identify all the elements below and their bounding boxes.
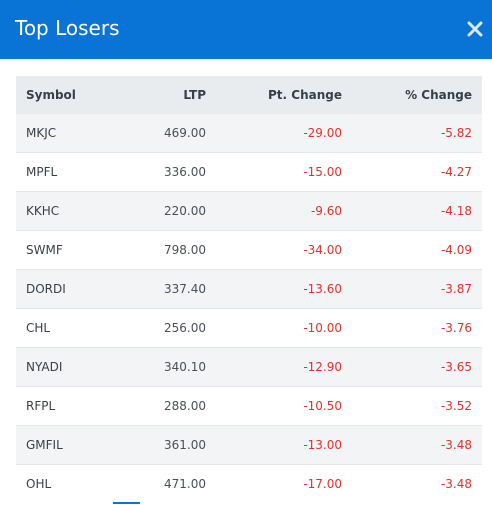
losers-table: Symbol LTP Pt. Change % Change MKJC 469.… <box>16 76 482 504</box>
pt-change-cell: -34.00 <box>303 243 342 257</box>
modal-header: Top Losers <box>0 0 492 59</box>
pct-change-cell: -3.52 <box>440 399 472 413</box>
table-row[interactable]: NYADI 340.10 -12.90 -3.65 <box>16 348 482 387</box>
column-header-symbol[interactable]: Symbol <box>26 88 76 102</box>
column-header-pt-change[interactable]: Pt. Change <box>268 88 342 102</box>
pt-change-cell: -13.60 <box>303 282 342 296</box>
ltp-cell: 361.00 <box>164 438 206 452</box>
pct-change-cell: -4.18 <box>440 204 472 218</box>
scroll-indicator <box>113 502 140 504</box>
symbol-cell: SWMF <box>26 243 63 257</box>
symbol-cell: OHL <box>26 477 52 491</box>
pt-change-cell: -10.00 <box>303 321 342 335</box>
table-row[interactable]: CHL 256.00 -10.00 -3.76 <box>16 309 482 348</box>
table-row[interactable]: KKHC 220.00 -9.60 -4.18 <box>16 192 482 231</box>
symbol-cell: KKHC <box>26 204 60 218</box>
pct-change-cell: -4.09 <box>440 243 472 257</box>
symbol-cell: CHL <box>26 321 51 335</box>
table-row[interactable]: SWMF 798.00 -34.00 -4.09 <box>16 231 482 270</box>
symbol-cell: NYADI <box>26 360 63 374</box>
symbol-cell: MKJC <box>26 126 57 140</box>
pt-change-cell: -12.90 <box>303 360 342 374</box>
ltp-cell: 220.00 <box>164 204 206 218</box>
table-row[interactable]: RFPL 288.00 -10.50 -3.52 <box>16 387 482 426</box>
pt-change-cell: -13.00 <box>303 438 342 452</box>
symbol-cell: GMFIL <box>26 438 63 452</box>
ltp-cell: 471.00 <box>164 477 206 491</box>
ltp-cell: 336.00 <box>164 165 206 179</box>
pt-change-cell: -15.00 <box>303 165 342 179</box>
ltp-cell: 337.40 <box>164 282 206 296</box>
ltp-cell: 340.10 <box>164 360 206 374</box>
pt-change-cell: -9.60 <box>310 204 342 218</box>
ltp-cell: 469.00 <box>164 126 206 140</box>
ltp-cell: 256.00 <box>164 321 206 335</box>
ltp-cell: 798.00 <box>164 243 206 257</box>
table-row[interactable]: GMFIL 361.00 -13.00 -3.48 <box>16 426 482 465</box>
symbol-cell: DORDI <box>26 282 66 296</box>
table-header-row: Symbol LTP Pt. Change % Change <box>16 76 482 114</box>
table-row[interactable]: DORDI 337.40 -13.60 -3.87 <box>16 270 482 309</box>
column-header-pct-change[interactable]: % Change <box>405 88 472 102</box>
pct-change-cell: -4.27 <box>440 165 472 179</box>
table-row[interactable]: OHL 471.00 -17.00 -3.48 <box>16 465 482 504</box>
table-row[interactable]: MKJC 469.00 -29.00 -5.82 <box>16 114 482 153</box>
pct-change-cell: -3.48 <box>440 477 472 491</box>
pct-change-cell: -3.87 <box>440 282 472 296</box>
pct-change-cell: -3.76 <box>440 321 472 335</box>
pct-change-cell: -5.82 <box>440 126 472 140</box>
close-icon[interactable] <box>466 20 484 38</box>
pt-change-cell: -17.00 <box>303 477 342 491</box>
modal-title: Top Losers <box>15 16 120 40</box>
ltp-cell: 288.00 <box>164 399 206 413</box>
column-header-ltp[interactable]: LTP <box>183 88 206 102</box>
symbol-cell: MPFL <box>26 165 58 179</box>
pct-change-cell: -3.48 <box>440 438 472 452</box>
symbol-cell: RFPL <box>26 399 56 413</box>
pct-change-cell: -3.65 <box>440 360 472 374</box>
pt-change-cell: -29.00 <box>303 126 342 140</box>
table-row[interactable]: MPFL 336.00 -15.00 -4.27 <box>16 153 482 192</box>
pt-change-cell: -10.50 <box>303 399 342 413</box>
